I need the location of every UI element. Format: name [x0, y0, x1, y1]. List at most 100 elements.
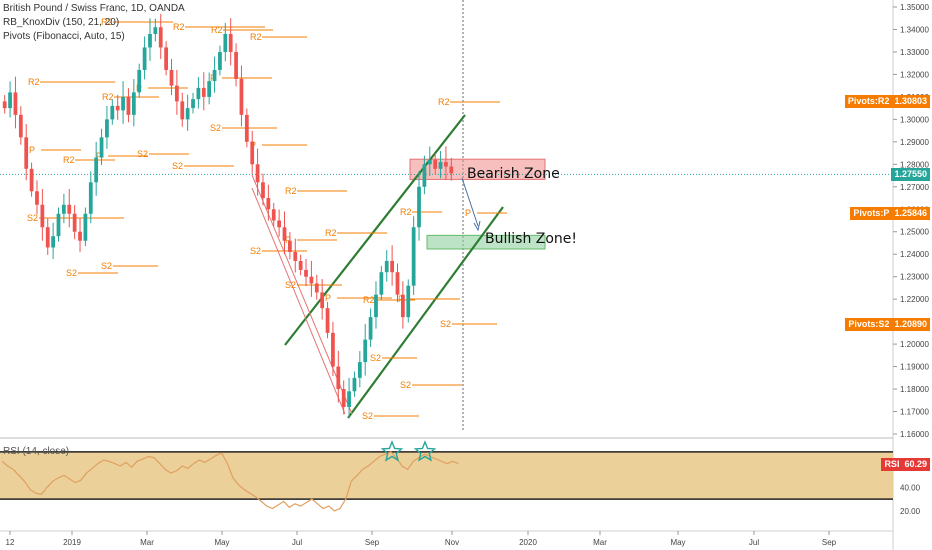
candle-body [331, 332, 335, 367]
candle-body [357, 362, 362, 378]
candle-body [390, 260, 395, 273]
projection-arrow-head [473, 220, 481, 232]
rsi-tick-label: 40.00 [900, 483, 921, 492]
pivot-level-label: S2 [66, 268, 77, 278]
candle-body [148, 33, 152, 48]
candle-body [13, 92, 18, 115]
candle-body [126, 96, 131, 115]
pivot-level-label: R2 [400, 207, 412, 217]
candle-body [341, 389, 346, 408]
indicator-pivots-label: Pivots (Fibonacci, Auto, 15) [3, 31, 125, 42]
price-tick-label: 1.18000 [900, 385, 929, 394]
candle-body [363, 339, 368, 363]
indicator-knoxdiv-label: RB_KnoxDiv (150, 21, 20) [3, 17, 120, 28]
pivot-level-label: S2 [370, 353, 381, 363]
candle-body [2, 101, 7, 109]
candle-body [45, 227, 50, 248]
candle-body [169, 69, 174, 86]
candle-body [40, 204, 45, 228]
pivot-level-label: S2 [362, 411, 373, 421]
pivot-level-label: S2 [440, 319, 451, 329]
candle-body [384, 260, 389, 273]
candle-body [368, 317, 373, 340]
current-price-badge: 1.27550 [891, 168, 930, 181]
pivot-level-label: P [29, 145, 35, 155]
candle-body [282, 227, 287, 241]
price-tick-label: 1.24000 [900, 250, 929, 259]
price-tick-label: 1.32000 [900, 70, 929, 79]
candle-body [325, 308, 330, 333]
price-tick-label: 1.34000 [900, 25, 929, 34]
price-tick-label: 1.22000 [900, 295, 929, 304]
candle-body [24, 137, 29, 169]
pivot-level-label: R2 [285, 186, 297, 196]
bullish-zone-box [426, 234, 546, 250]
candle-body [99, 137, 104, 158]
price-tick-label: 1.20000 [900, 340, 929, 349]
price-tick-label: 1.29000 [900, 138, 929, 147]
price-tick-label: 1.17000 [900, 408, 929, 417]
candle-body [417, 186, 421, 228]
candle-body [422, 164, 427, 187]
candle-body [293, 251, 298, 261]
price-tick-label: 1.25000 [900, 228, 929, 237]
pivot-level-label: S2 [137, 149, 148, 159]
pivot-s2-price-badge: Pivots:S2 1.20890 [845, 318, 930, 331]
candle-body [56, 213, 61, 237]
candle-body [379, 272, 384, 295]
pivot-level-label: S2 [172, 161, 183, 171]
candle-body [261, 182, 265, 199]
pivot-level-label: R2 [325, 228, 337, 238]
pivot-level-label: R2 [250, 32, 262, 42]
pivot-level-label: S2 [27, 213, 38, 223]
price-tick-label: 1.27000 [900, 183, 929, 192]
price-tick-label: 1.16000 [900, 430, 929, 439]
wedge-line-2 [251, 187, 346, 415]
time-tick-label: 12 [6, 538, 15, 547]
pivot-level-label: S2 [101, 261, 112, 271]
candle-body [35, 191, 39, 205]
time-tick-label: Sep [822, 538, 837, 547]
candle-body [449, 166, 454, 174]
candle-body [352, 377, 357, 392]
candle-body [244, 114, 249, 142]
candle-body [185, 108, 190, 120]
time-tick-label: Nov [445, 538, 459, 547]
time-tick-label: Sep [365, 538, 380, 547]
candle-body [277, 220, 282, 228]
candle-body [8, 92, 12, 109]
pivot-level-label: R2 [438, 97, 450, 107]
rsi-line [1, 451, 459, 512]
candle-body [51, 236, 56, 248]
candle-body [142, 47, 147, 70]
candle-body [105, 119, 109, 138]
candle-body [444, 162, 448, 167]
price-tick-label: 1.30000 [900, 115, 929, 124]
pivot-level-label: R2 [102, 92, 114, 102]
candle-body [320, 292, 325, 309]
candle-body [174, 85, 179, 102]
candle-body [196, 87, 201, 100]
candle-body [164, 47, 169, 70]
time-tick-label: 2020 [519, 538, 537, 547]
bearish-zone-label: Bearish Zone [467, 166, 560, 182]
candle-body [266, 198, 271, 210]
candle-body [153, 27, 158, 34]
candle-body [207, 81, 212, 97]
candle-body [298, 260, 303, 270]
time-tick-label: 2019 [63, 538, 81, 547]
candle-body [255, 164, 260, 183]
price-tick-label: 1.19000 [900, 363, 929, 372]
candle-body [158, 27, 163, 48]
price-tick-label: 1.33000 [900, 48, 929, 57]
pivot-r2-price-badge: Pivots:R2 1.30803 [844, 95, 930, 108]
candle-body [88, 182, 93, 214]
candle-body [121, 96, 125, 111]
candle-body [438, 162, 443, 169]
pivot-level-label: R2 [28, 77, 40, 87]
time-tick-label: May [670, 538, 685, 547]
candle-body [218, 51, 222, 70]
price-tick-label: 1.35000 [900, 3, 929, 12]
candle-body [427, 159, 432, 165]
